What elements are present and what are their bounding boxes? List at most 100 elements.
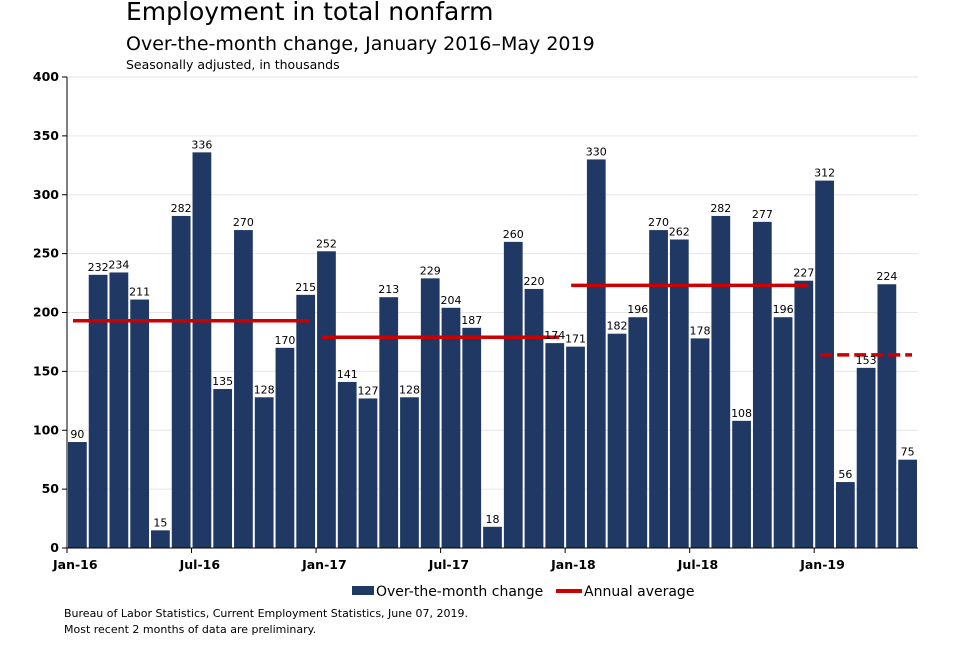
bar-Jan-18 — [566, 346, 585, 548]
data-label-Mar-17: 127 — [357, 384, 378, 397]
data-label-Jul-17: 204 — [440, 294, 461, 307]
data-label-Sep-17: 18 — [486, 513, 500, 526]
data-label-Oct-17: 260 — [503, 228, 524, 241]
bar-Jun-17 — [420, 278, 440, 548]
data-label-Jul-18: 178 — [690, 324, 711, 337]
y-axis-ticks: 0 50 100 150 200 250 300 350 400 — [33, 69, 67, 555]
bar-Nov-16 — [275, 347, 295, 548]
source-note: Bureau of Labor Statistics, Current Empl… — [64, 607, 468, 620]
data-label-Feb-19: 56 — [838, 468, 852, 481]
data-label-May-16: 15 — [153, 516, 167, 529]
bar-Feb-19 — [835, 482, 855, 548]
y-tick-label: 0 — [50, 540, 59, 555]
bar-Oct-18 — [752, 221, 772, 548]
bar-Apr-18 — [628, 317, 648, 548]
y-tick-label: 200 — [33, 305, 59, 320]
data-label-Dec-17: 174 — [544, 329, 565, 342]
y-tick-label: 50 — [42, 481, 60, 496]
legend-label-bar: Over-the-month change — [376, 584, 543, 600]
bar-Dec-17 — [545, 343, 565, 548]
chart-title: Employment in total nonfarm — [126, 0, 494, 26]
y-tick-label: 350 — [33, 128, 59, 143]
data-label-Sep-18: 108 — [731, 407, 752, 420]
y-tick-label: 100 — [33, 422, 59, 437]
data-label-Apr-16: 211 — [129, 286, 150, 299]
data-label-Dec-18: 227 — [793, 267, 814, 280]
bar-Jan-16 — [68, 442, 87, 548]
data-label-May-18: 270 — [648, 216, 669, 229]
data-label-Jun-17: 229 — [420, 264, 441, 277]
bar-Sep-18 — [732, 420, 751, 548]
bar-Aug-17 — [462, 327, 482, 548]
x-tick-label: Jul-17 — [428, 557, 469, 572]
y-tick-label: 250 — [33, 246, 59, 261]
chart-subtitle: Over-the-month change, January 2016–May … — [126, 33, 595, 55]
bar-Nov-17 — [524, 288, 544, 548]
data-label-Jun-16: 282 — [171, 202, 192, 215]
bar-Feb-18 — [586, 159, 606, 549]
bar-Sep-17 — [483, 526, 502, 548]
data-label-Apr-18: 196 — [627, 303, 648, 316]
data-label-Mar-19: 153 — [856, 354, 877, 367]
bar-Mar-16 — [109, 272, 129, 548]
data-label-Nov-17: 220 — [524, 275, 545, 288]
x-tick-label: Jan-16 — [52, 557, 98, 572]
bar-Jun-16 — [171, 215, 191, 548]
chart-note: Seasonally adjusted, in thousands — [126, 57, 340, 72]
bar-Feb-17 — [337, 381, 357, 548]
bar-May-18 — [649, 230, 668, 548]
legend-label-line: Annual average — [584, 584, 694, 600]
bar-Mar-18 — [607, 333, 627, 548]
bar-Apr-16 — [130, 299, 150, 548]
bar-May-17 — [400, 397, 419, 548]
data-label-Jan-16: 90 — [70, 428, 84, 441]
data-label-Nov-16: 170 — [274, 334, 295, 347]
y-tick-label: 150 — [33, 363, 59, 378]
data-label-Oct-18: 277 — [752, 208, 773, 221]
bar-Sep-16 — [234, 230, 253, 548]
bar-Jul-18 — [690, 338, 710, 548]
data-label-Mar-18: 182 — [607, 320, 628, 333]
bar-May-16 — [151, 530, 170, 548]
x-tick-label: Jul-18 — [677, 557, 718, 572]
data-label-Sep-16: 270 — [233, 216, 254, 229]
data-label-Oct-16: 128 — [254, 383, 275, 396]
legend-swatch-bar — [352, 586, 374, 595]
bar-May-19 — [898, 459, 917, 548]
bar-Aug-16 — [213, 389, 233, 548]
data-label-Aug-17: 187 — [461, 314, 482, 327]
data-label-Jan-17: 252 — [316, 237, 337, 250]
bar-Feb-16 — [88, 274, 108, 548]
data-label-Jan-18: 171 — [565, 333, 586, 346]
data-label-Apr-19: 224 — [876, 270, 897, 283]
legend: Over-the-month change Annual average — [352, 584, 694, 600]
data-label-Aug-18: 282 — [710, 202, 731, 215]
data-label-Jun-18: 262 — [669, 225, 690, 238]
data-label-Nov-18: 196 — [773, 303, 794, 316]
bar-Oct-17 — [503, 241, 523, 548]
bar-Jan-17 — [317, 251, 336, 548]
data-labels: 90 232 234 211 15 282 336 135 270 128 170 215 252 141… — [70, 138, 914, 529]
bar-Jun-18 — [669, 239, 689, 548]
data-label-May-19: 75 — [901, 446, 915, 459]
data-label-Feb-18: 330 — [586, 145, 607, 158]
data-label-Dec-16: 215 — [295, 281, 316, 294]
annual-average-lines — [73, 283, 912, 357]
data-label-Mar-16: 234 — [108, 258, 129, 271]
bar-Apr-17 — [379, 297, 399, 548]
bar-Aug-18 — [711, 215, 731, 548]
bar-Nov-18 — [773, 317, 793, 548]
bar-Mar-19 — [856, 367, 876, 548]
data-label-May-17: 128 — [399, 383, 420, 396]
bar-Dec-18 — [794, 280, 814, 548]
bar-Jul-16 — [192, 152, 212, 549]
x-tick-label: Jan-17 — [301, 557, 347, 572]
data-label-Aug-16: 135 — [212, 375, 233, 388]
x-tick-label: Jan-18 — [550, 557, 596, 572]
bars-group — [68, 152, 917, 549]
preliminary-note: Most recent 2 months of data are prelimi… — [64, 623, 316, 636]
data-label-Feb-16: 232 — [88, 261, 109, 274]
data-label-Jul-16: 336 — [191, 138, 212, 151]
x-tick-label: Jul-16 — [179, 557, 221, 572]
